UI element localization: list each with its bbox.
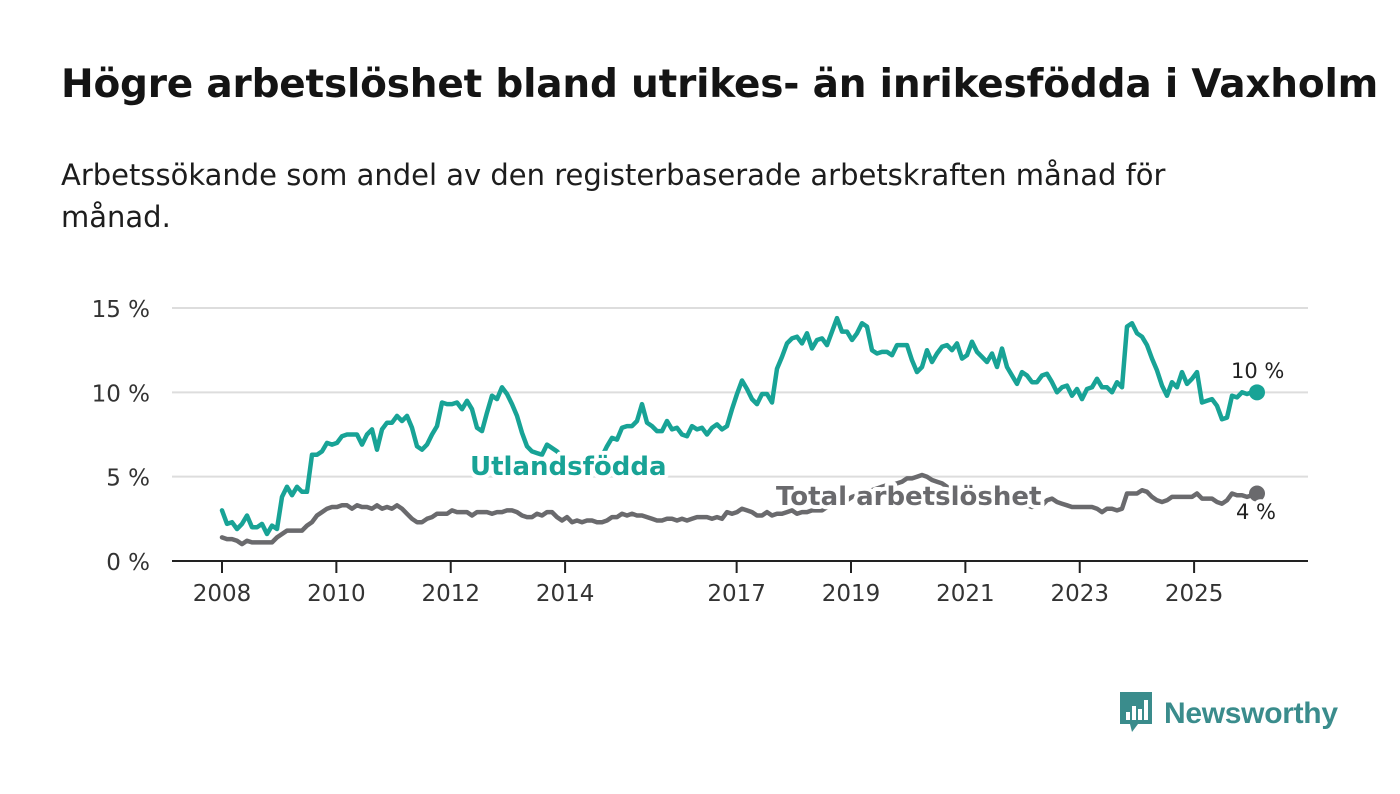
- brand-logo[interactable]: Newsworthy: [1118, 690, 1338, 738]
- x-axis: 2008 2010 2012 2014 2017 2019 2021 2023 2025: [172, 560, 1308, 607]
- x-tick-label: 2008: [193, 581, 252, 607]
- total-arbetsloshet-end-dot: [1249, 485, 1265, 502]
- y-tick-label: 0 %: [106, 550, 150, 576]
- total-arbetsloshet-line: [219, 472, 1260, 547]
- x-tick-label: 2014: [536, 581, 595, 607]
- total-end-label: 4 %: [1236, 500, 1276, 524]
- newsworthy-logo-icon: [1118, 690, 1154, 738]
- x-tick-label: 2012: [421, 581, 480, 607]
- chart-subtitle: Arbetssökande som andel av den registerb…: [61, 158, 1166, 234]
- y-tick-label: 15 %: [92, 297, 150, 323]
- y-axis-ticks: 0 % 5 % 10 % 15 %: [92, 297, 150, 576]
- utlandsfodda-end-dot: [1249, 384, 1265, 401]
- x-tick-label: 2021: [936, 581, 995, 607]
- y-tick-label: 5 %: [106, 466, 150, 492]
- series-labels: Utlandsfödda Total arbetslöshet 10 % 4 %: [466, 355, 1288, 528]
- utlandsfodda-end-label: 10 %: [1231, 359, 1284, 383]
- series-lines: [219, 315, 1265, 547]
- chart-title: Högre arbetslöshet bland utrikes- än inr…: [61, 62, 1379, 107]
- brand-name: Newsworthy: [1164, 697, 1338, 730]
- x-tick-label: 2025: [1165, 581, 1224, 607]
- utlandsfodda-label: Utlandsfödda: [470, 452, 667, 482]
- total-arbetsloshet-label: Total arbetslöshet: [776, 482, 1041, 512]
- y-tick-label: 10 %: [92, 381, 150, 407]
- utlandsfodda-line: [219, 315, 1260, 537]
- x-tick-label: 2010: [307, 581, 366, 607]
- x-tick-label: 2023: [1050, 581, 1109, 607]
- x-tick-label: 2019: [822, 581, 881, 607]
- x-tick-label: 2017: [707, 581, 766, 607]
